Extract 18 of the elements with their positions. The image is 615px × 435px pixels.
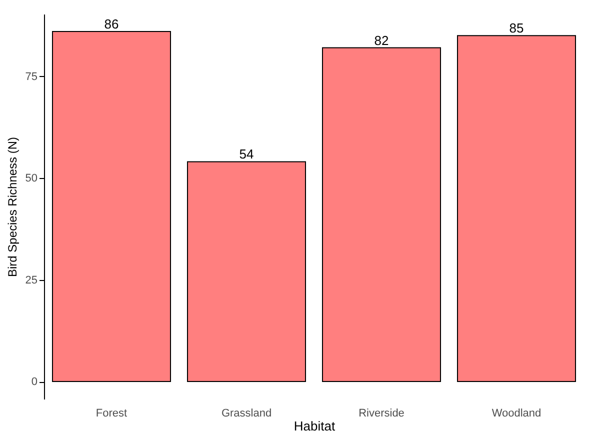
data-label: 86 — [104, 16, 119, 32]
y-axis-title: Bird Species Richness (N) — [5, 136, 20, 278]
y-tick-label: 50 — [25, 172, 38, 185]
bar — [322, 47, 441, 382]
y-tick-label: 25 — [25, 274, 38, 286]
data-label: 85 — [509, 20, 524, 36]
bar — [187, 161, 306, 382]
x-tick-label: Woodland — [492, 408, 542, 420]
bar — [457, 35, 576, 382]
x-tick-label: Riverside — [358, 408, 404, 420]
bar — [52, 31, 171, 382]
data-label: 82 — [374, 32, 389, 48]
data-label: 54 — [239, 146, 254, 162]
x-axis-title: Habitat — [294, 418, 336, 434]
x-tick-label: Grassland — [221, 408, 272, 420]
x-tick-label: Forest — [96, 408, 128, 420]
y-tick-label: 75 — [25, 70, 38, 83]
y-tick-label: 0 — [31, 376, 38, 388]
